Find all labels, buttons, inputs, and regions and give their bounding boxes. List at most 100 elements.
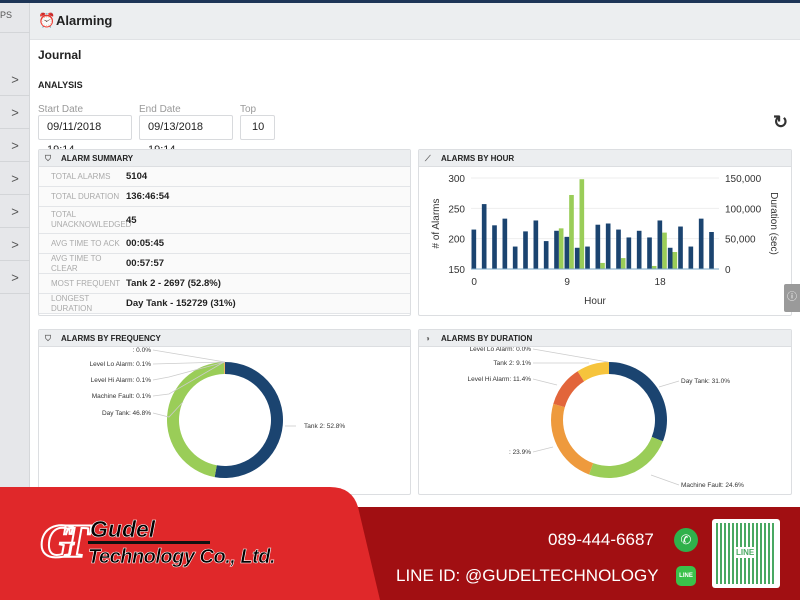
donut-slice: [551, 403, 594, 475]
sidebar-item-2[interactable]: >: [0, 96, 30, 129]
alarms-by-duration-panel: ◑ ALARMS BY DURATION Day Tank: 31.0% Machi…: [418, 329, 792, 495]
summary-key: TOTAL UNACKNOWLEDGED: [51, 210, 132, 229]
sidebar-item-7[interactable]: >: [0, 261, 30, 294]
alarms-by-frequency-chart: Tank 2: 52.8% Day Tank: 46.8% Machine Faul…: [90, 347, 345, 478]
summary-row: TOTAL DURATION 136:46:54: [39, 187, 410, 207]
slice-label: Tank 2: 52.8%: [304, 423, 345, 430]
y-tick-label: 250: [448, 204, 465, 215]
y2-tick-label: 0: [725, 265, 731, 276]
alarm-count-bar: [585, 246, 590, 269]
alarm-count-bar: [595, 224, 601, 269]
refresh-icon[interactable]: ↻: [773, 112, 789, 132]
alarms-by-frequency-panel: ⛉ ALARMS BY FREQUENCY Tank 2: 52.8% Day Ta…: [38, 329, 411, 495]
summary-value: 45: [126, 214, 137, 226]
panel-title: ALARMS BY DURATION: [441, 334, 533, 343]
slice-label: Level Hi Alarm: 11.4%: [468, 376, 532, 383]
slice-label: : 23.9%: [509, 449, 531, 456]
leader-line: [532, 348, 609, 363]
line-qr-code: LINE: [712, 519, 780, 588]
start-date-label: Start Date: [38, 104, 84, 115]
summary-value: 5104: [126, 171, 148, 182]
shield-icon: ⛉: [45, 154, 51, 163]
alarm-count-bar: [492, 225, 497, 269]
slice-label: Level Lo Alarm: 0.0%: [470, 347, 532, 353]
alarm-count-bar: [502, 218, 508, 269]
y-tick-label: 200: [448, 235, 465, 246]
x-tick-label: 0: [471, 277, 477, 288]
x-tick-label: 9: [564, 277, 570, 288]
sidebar-item-1[interactable]: >: [0, 63, 30, 96]
duration-bar: [651, 265, 657, 269]
summary-row: TOTAL ALARMS 5104: [39, 167, 410, 187]
top-input[interactable]: 10: [240, 115, 275, 140]
slice-label: Day Tank: 46.8%: [102, 410, 151, 417]
alarm-count-bar: [647, 237, 652, 269]
summary-value: 136:46:54: [126, 191, 170, 202]
duration-bar: [672, 252, 678, 269]
summary-row: MOST FREQUENT Tank 2 - 2697 (52.8%): [39, 274, 410, 294]
sidebar-top-label: PS: [0, 3, 30, 33]
summary-key: AVG TIME TO CLEAR: [51, 253, 102, 273]
sidebar-item-5[interactable]: >: [0, 195, 30, 228]
summary-key: LONGEST DURATION: [51, 293, 93, 313]
leader-line: [152, 361, 226, 381]
alarm-count-bar: [626, 237, 632, 269]
alarm-count-bar: [481, 204, 487, 269]
donut-slice: [223, 362, 225, 375]
logo-divider: [88, 541, 210, 544]
leader-line: [152, 361, 226, 365]
top-bar: [0, 0, 800, 3]
alarm-summary-panel: ⛉ ALARM SUMMARY TOTAL ALARMS 5104 TOTAL DUR…: [38, 149, 411, 316]
alarms-by-hour-chart: 150 200 250 300 0 50,000 100,000 150,000 0 9 18 Hou…: [431, 174, 779, 307]
analysis-heading: ANALYSIS: [38, 80, 83, 90]
y2-axis-title: Duration (sec): [768, 192, 779, 255]
duration-bar: [600, 262, 605, 269]
panel-title: ALARM SUMMARY: [61, 154, 134, 163]
pie-chart-icon: ◑: [425, 334, 430, 343]
alarm-count-bar: [543, 241, 549, 269]
sidebar-item-4[interactable]: >: [0, 162, 30, 195]
alarm-count-bar: [564, 236, 570, 269]
alarm-count-bar: [688, 246, 694, 269]
journal-title: Journal: [38, 48, 82, 62]
alarm-count-bar: [574, 247, 580, 269]
leader-line: [532, 378, 558, 386]
donut-slice: [214, 362, 283, 478]
slice-label: Level Lo Alarm: 0.1%: [90, 361, 152, 368]
leader-line: [532, 446, 554, 453]
qr-label: LINE: [734, 547, 757, 558]
donut-slice: [577, 362, 609, 382]
alarm-count-bar: [533, 220, 539, 269]
y2-tick-label: 100,000: [725, 204, 762, 215]
line-app-icon: LINE: [676, 566, 696, 586]
leader-line: [152, 349, 226, 363]
panel-title: ALARMS BY FREQUENCY: [61, 334, 161, 343]
alarm-count-bar: [667, 247, 673, 269]
summary-value: 00:57:57: [126, 258, 165, 269]
info-tab-icon[interactable]: ⓘ: [784, 284, 800, 312]
alarm-count-bar: [512, 246, 518, 269]
panel-title: ALARMS BY HOUR: [441, 154, 515, 163]
donut-slice: [166, 362, 225, 478]
line-id: LINE ID: @GUDELTECHNOLOGY: [396, 566, 659, 585]
duration-bar: [558, 228, 564, 269]
sidebar-item-3[interactable]: >: [0, 129, 30, 162]
top-label: Top: [240, 104, 257, 115]
y2-tick-label: 150,000: [725, 174, 762, 185]
summary-key: TOTAL DURATION: [51, 191, 120, 201]
phone-icon: ✆: [674, 528, 698, 552]
alarms-by-duration-chart: Day Tank: 31.0% Machine Fault: 24.6%: 23.…: [468, 347, 745, 489]
leader-line: [658, 380, 680, 388]
start-date-input[interactable]: 09/11/2018 19:14: [38, 115, 132, 156]
summary-key: TOTAL ALARMS: [51, 171, 111, 181]
duration-bar: [662, 232, 667, 269]
alarm-count-bar: [678, 226, 683, 269]
leader-line: [152, 361, 225, 397]
sidebar-item-6[interactable]: >: [0, 228, 30, 261]
donut-slice: [589, 436, 663, 478]
summary-key: MOST FREQUENT: [51, 278, 121, 288]
leader-line: [650, 474, 680, 486]
alarm-count-bar: [471, 229, 477, 269]
y-tick-label: 300: [448, 174, 465, 185]
end-date-input[interactable]: 09/13/2018 19:14: [139, 115, 233, 156]
